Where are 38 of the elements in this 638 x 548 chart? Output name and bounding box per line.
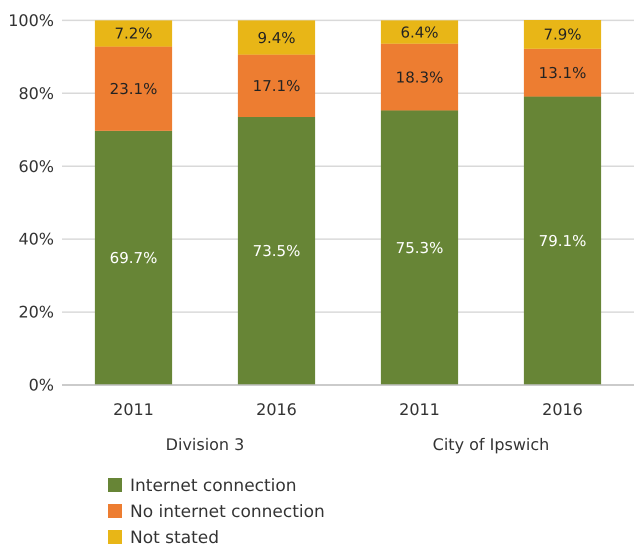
y-tick-label: 40% xyxy=(18,230,54,249)
data-label: 69.7% xyxy=(110,249,158,268)
bar xyxy=(380,44,458,110)
data-label: 6.4% xyxy=(400,23,439,42)
x-tick-label: 2016 xyxy=(542,400,583,419)
data-label: 75.3% xyxy=(396,238,444,257)
y-tick-label: 0% xyxy=(28,376,54,395)
text: Division 3 xyxy=(166,435,244,454)
bar xyxy=(238,20,316,55)
bar xyxy=(524,20,602,49)
data-label: 17.1% xyxy=(252,77,300,96)
data-label: 7.2% xyxy=(114,24,153,43)
legend-label: Not stated xyxy=(130,528,220,548)
y-tick-label: 100% xyxy=(8,10,54,30)
data-label: 23.1% xyxy=(110,80,158,98)
data-label: 9.4% xyxy=(257,28,296,47)
y-tick-label: 80% xyxy=(18,84,54,103)
data-label: 18.3% xyxy=(396,68,444,86)
bar xyxy=(94,20,172,47)
text: City of Ipswich xyxy=(432,435,550,454)
data-label: 7.9% xyxy=(543,26,582,44)
bar xyxy=(238,116,316,385)
data-label: 79.1% xyxy=(538,232,586,250)
bar xyxy=(380,110,458,385)
bar xyxy=(94,130,172,385)
bar xyxy=(238,54,316,117)
y-tick-label: 60% xyxy=(18,156,54,176)
data-label: 73.5% xyxy=(252,242,300,260)
bar xyxy=(524,48,602,97)
x-tick-label: 2011 xyxy=(113,400,154,419)
data-label: 13.1% xyxy=(538,64,586,82)
bar xyxy=(524,96,602,385)
legend-label: No internet connection xyxy=(130,502,325,522)
bar xyxy=(94,46,172,131)
legend-label: Internet connection xyxy=(130,476,297,496)
x-tick-label: 2016 xyxy=(256,400,297,419)
y-tick-label: 20% xyxy=(18,302,54,322)
x-tick-label: 2011 xyxy=(399,400,440,419)
